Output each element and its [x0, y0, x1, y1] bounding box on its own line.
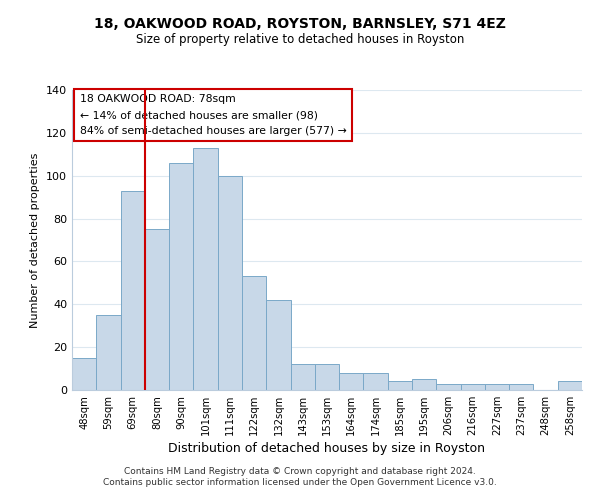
- Bar: [121, 190, 145, 390]
- Text: 18 OAKWOOD ROAD: 78sqm
← 14% of detached houses are smaller (98)
84% of semi-det: 18 OAKWOOD ROAD: 78sqm ← 14% of detached…: [80, 94, 346, 136]
- Bar: [436, 384, 461, 390]
- Bar: [558, 382, 582, 390]
- Text: Size of property relative to detached houses in Royston: Size of property relative to detached ho…: [136, 32, 464, 46]
- Bar: [461, 384, 485, 390]
- Bar: [266, 300, 290, 390]
- Bar: [242, 276, 266, 390]
- Bar: [364, 373, 388, 390]
- Bar: [290, 364, 315, 390]
- Bar: [193, 148, 218, 390]
- Bar: [339, 373, 364, 390]
- Text: 18, OAKWOOD ROAD, ROYSTON, BARNSLEY, S71 4EZ: 18, OAKWOOD ROAD, ROYSTON, BARNSLEY, S71…: [94, 18, 506, 32]
- Bar: [96, 315, 121, 390]
- Y-axis label: Number of detached properties: Number of detached properties: [31, 152, 40, 328]
- Bar: [169, 163, 193, 390]
- X-axis label: Distribution of detached houses by size in Royston: Distribution of detached houses by size …: [169, 442, 485, 455]
- Text: Contains public sector information licensed under the Open Government Licence v3: Contains public sector information licen…: [103, 478, 497, 487]
- Bar: [315, 364, 339, 390]
- Bar: [509, 384, 533, 390]
- Bar: [412, 380, 436, 390]
- Bar: [485, 384, 509, 390]
- Bar: [72, 358, 96, 390]
- Bar: [388, 382, 412, 390]
- Bar: [218, 176, 242, 390]
- Bar: [145, 230, 169, 390]
- Text: Contains HM Land Registry data © Crown copyright and database right 2024.: Contains HM Land Registry data © Crown c…: [124, 467, 476, 476]
